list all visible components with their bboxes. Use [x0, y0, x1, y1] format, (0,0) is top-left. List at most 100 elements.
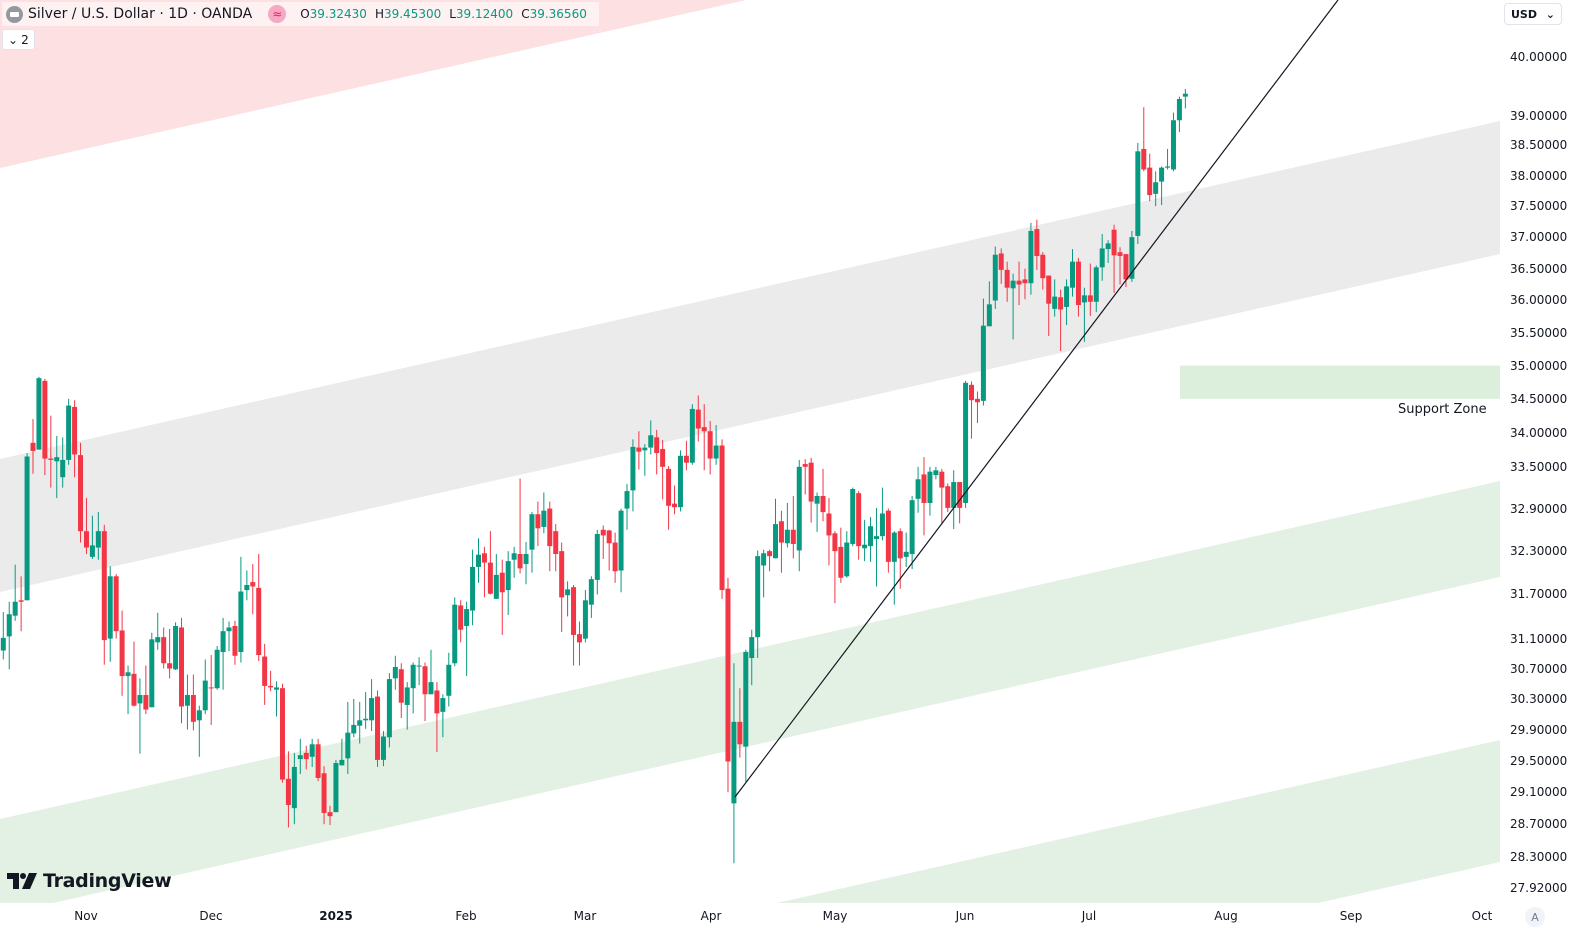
candle-body: [1046, 275, 1052, 304]
candle: [998, 248, 1004, 284]
symbol-legend[interactable]: Silver / U.S. Dollar · 1D · OANDA ≈ O39.…: [2, 2, 599, 26]
candle: [315, 738, 321, 782]
price-tick-label: 34.00000: [1510, 425, 1568, 440]
time-tick-label: Jul: [1081, 909, 1097, 923]
candle-body: [315, 744, 321, 778]
candle-body: [279, 688, 285, 780]
candle: [380, 731, 386, 767]
time-tick-label: Feb: [455, 909, 477, 923]
candle: [309, 738, 315, 767]
candle-body: [458, 605, 464, 630]
candle-body: [143, 695, 149, 710]
candle-body: [1105, 243, 1111, 250]
candle: [452, 597, 458, 667]
candle-body: [778, 521, 784, 543]
candle: [297, 738, 303, 775]
candle-body: [208, 687, 214, 689]
candle-body: [582, 600, 588, 639]
candle-body: [339, 759, 345, 766]
candle: [565, 581, 571, 617]
candle: [511, 546, 517, 578]
candle: [36, 376, 42, 450]
candle-body: [1081, 295, 1087, 303]
candle-body: [862, 544, 868, 549]
price-axis[interactable]: 40.00000 39.00000 38.50000 38.00000 37.50000…: [1500, 0, 1583, 903]
candle-body: [380, 736, 386, 760]
candle: [624, 484, 630, 530]
candle: [274, 681, 280, 717]
candle: [339, 738, 345, 766]
price-tick-label: 38.50000: [1510, 138, 1568, 153]
time-tick-label: May: [822, 909, 848, 923]
candle-body: [470, 566, 476, 611]
candle-body: [107, 576, 113, 639]
candle-body: [683, 455, 689, 463]
candle-body: [327, 812, 333, 817]
candle-body: [434, 690, 440, 714]
candle: [226, 621, 232, 652]
candle: [719, 439, 725, 599]
ohlc-open: O39.32430: [300, 7, 367, 21]
support-zone-label[interactable]: Support Zone: [1398, 401, 1487, 417]
candle: [767, 549, 773, 572]
candle-body: [404, 687, 410, 705]
candle: [386, 673, 392, 748]
candle: [95, 512, 101, 560]
candle: [915, 466, 921, 513]
candle-body: [386, 679, 392, 738]
candle: [1105, 240, 1111, 263]
candle-body: [125, 672, 131, 677]
candle: [576, 621, 582, 666]
candle: [523, 541, 529, 585]
candle-body: [398, 669, 404, 703]
symbol-title[interactable]: Silver / U.S. Dollar · 1D · OANDA: [28, 6, 253, 22]
candle: [1022, 268, 1028, 300]
indicators-collapse-button[interactable]: ⌄ 2: [2, 29, 35, 50]
candle-body: [161, 637, 167, 664]
currency-selector[interactable]: USD ⌄: [1504, 3, 1562, 25]
candle-body: [963, 382, 969, 503]
candle: [101, 524, 107, 665]
time-tick-label: Apr: [700, 909, 722, 923]
open-value: 39.32430: [309, 7, 367, 21]
candle: [594, 529, 600, 595]
time-axis[interactable]: Nov Dec 2025 Feb Mar Apr May Jun Jul Aug Sep Oct: [0, 903, 1500, 940]
candle-body: [654, 437, 660, 454]
candle-body: [499, 572, 505, 593]
candle: [856, 491, 862, 560]
candle: [173, 622, 179, 671]
candle: [161, 627, 167, 669]
ohlc-close: C39.36560: [521, 7, 587, 21]
candle-body: [1170, 120, 1176, 170]
tradingview-logo[interactable]: TradingView: [7, 870, 172, 892]
auto-scale-button[interactable]: A: [1525, 907, 1545, 927]
candle: [220, 617, 226, 690]
candle-body: [832, 533, 838, 552]
candle-body: [446, 664, 452, 696]
candle: [517, 478, 523, 574]
price-tick-label: 40.00000: [1510, 50, 1568, 64]
candle-body: [131, 673, 137, 706]
price-chart-canvas[interactable]: [0, 0, 1500, 903]
candle-body: [24, 456, 30, 601]
candle: [683, 440, 689, 471]
red-channel-zone: [0, 0, 746, 168]
candle: [1182, 88, 1188, 109]
candle: [1111, 224, 1117, 293]
candle: [992, 246, 998, 309]
candle: [30, 419, 36, 474]
candle-body: [1034, 229, 1040, 256]
candle: [808, 457, 814, 523]
candle: [672, 485, 678, 515]
tradingview-logo-icon: [7, 873, 37, 889]
approx-equal-icon[interactable]: ≈: [268, 5, 287, 23]
candle: [279, 683, 285, 783]
candle-body: [802, 464, 808, 467]
candle: [1075, 257, 1081, 317]
candle-body: [642, 447, 648, 451]
candle: [755, 550, 761, 659]
candle-body: [648, 435, 654, 448]
candle-body: [309, 744, 315, 757]
candle: [404, 682, 410, 730]
candle: [1010, 273, 1016, 340]
